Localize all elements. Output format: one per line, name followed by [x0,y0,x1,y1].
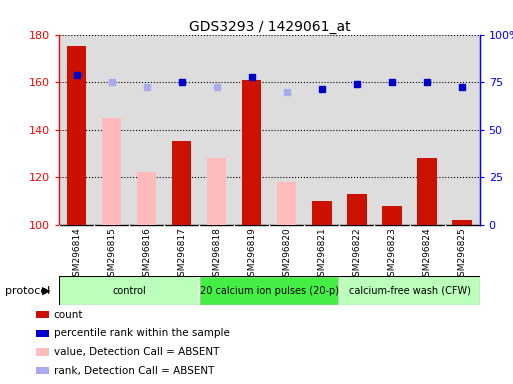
Text: GSM296823: GSM296823 [387,227,397,282]
Bar [67,46,86,225]
Bar [452,220,472,225]
Bar [59,276,199,305]
Text: GSM296815: GSM296815 [107,227,116,282]
Text: GSM296820: GSM296820 [282,227,291,282]
Text: count: count [54,310,84,319]
Bar [137,172,156,225]
Bar [102,118,121,225]
Text: 20 calcium ion pulses (20-p): 20 calcium ion pulses (20-p) [200,286,339,296]
Text: GSM296817: GSM296817 [177,227,186,282]
Text: GSM296819: GSM296819 [247,227,256,282]
Text: control: control [112,286,146,296]
Bar [347,194,367,225]
Bar [312,201,331,225]
Text: GSM296816: GSM296816 [142,227,151,282]
Text: value, Detection Call = ABSENT: value, Detection Call = ABSENT [54,347,219,357]
Text: ▶: ▶ [42,286,50,296]
Bar [340,276,480,305]
Bar [382,206,402,225]
Text: GSM296814: GSM296814 [72,227,81,282]
Text: GSM296822: GSM296822 [352,227,362,282]
Text: calcium-free wash (CFW): calcium-free wash (CFW) [349,286,470,296]
Text: GSM296821: GSM296821 [318,227,326,282]
Bar [199,276,340,305]
Text: rank, Detection Call = ABSENT: rank, Detection Call = ABSENT [54,366,214,376]
Text: protocol: protocol [5,286,50,296]
Bar [172,141,191,225]
Text: GSM296818: GSM296818 [212,227,221,282]
Bar [242,80,262,225]
Text: GSM296825: GSM296825 [458,227,467,282]
Title: GDS3293 / 1429061_at: GDS3293 / 1429061_at [188,20,350,33]
Bar [277,182,297,225]
Text: percentile rank within the sample: percentile rank within the sample [54,328,230,338]
Bar [418,158,437,225]
Text: GSM296824: GSM296824 [423,227,431,282]
Bar [207,158,226,225]
